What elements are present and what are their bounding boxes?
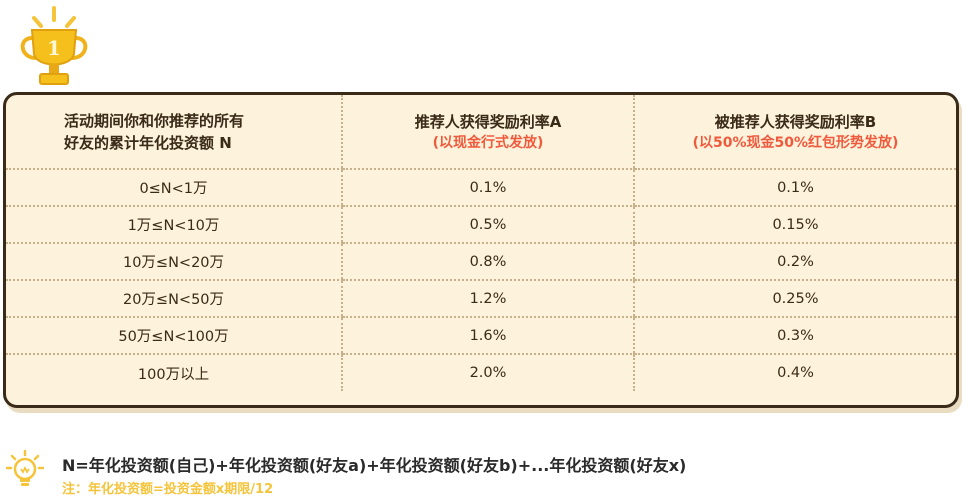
rate-a-cell: 2.0% <box>341 354 634 391</box>
table-row: 100万以上 2.0% 0.4% <box>6 354 956 391</box>
rate-b-cell: 0.15% <box>633 206 956 244</box>
range-cell: 100万以上 <box>137 366 210 383</box>
table-header-row: 活动期间你和你推荐的所有 好友的累计年化投资额 N 推荐人获得奖励利率A (以现… <box>6 95 956 170</box>
trophy-number: 1 <box>47 36 61 60</box>
formula-text: N=年化投资额(自己)+年化投资额(好友a)+年化投资额(好友b)+...年化投… <box>62 456 687 475</box>
header-investment-amount: 活动期间你和你推荐的所有 好友的累计年化投资额 N <box>6 95 342 170</box>
table-row: 10万≤N<20万 0.8% 0.2% <box>6 243 956 281</box>
rate-a-cell: 0.5% <box>341 206 634 244</box>
rate-b-cell: 0.4% <box>633 354 956 391</box>
rate-a-cell: 0.8% <box>341 243 634 281</box>
range-cell: 20万≤N<50万 <box>6 280 342 318</box>
range-cell: 1万≤N<10万 <box>6 206 342 244</box>
table-row: 0≤N<1万 0.1% 0.1% <box>6 169 956 207</box>
table-row: 50万≤N<100万 1.6% 0.3% <box>6 317 956 355</box>
reward-rate-table: 活动期间你和你推荐的所有 好友的累计年化投资额 N 推荐人获得奖励利率A (以现… <box>6 95 956 391</box>
rate-b-cell: 0.2% <box>633 243 956 281</box>
rate-a-cell: 0.1% <box>341 169 634 207</box>
rate-a-cell: 1.2% <box>341 280 634 318</box>
rate-b-cell: 0.25% <box>633 280 956 318</box>
range-cell: 50万≤N<100万 <box>6 317 342 355</box>
rate-b-cell: 0.1% <box>633 169 956 207</box>
reward-rate-table-card: 活动期间你和你推荐的所有 好友的累计年化投资额 N 推荐人获得奖励利率A (以现… <box>3 92 959 408</box>
header-referee-rate: 被推荐人获得奖励利率B (以50%现金50%红包形势发放) <box>633 95 956 170</box>
header-referrer-rate: 推荐人获得奖励利率A (以现金行式发放) <box>341 95 634 170</box>
trophy-icon: 1 <box>20 6 88 85</box>
table-row: 1万≤N<10万 0.5% 0.15% <box>6 206 956 244</box>
formula-note: 注：年化投资额=投资金额x期限/12 <box>62 482 274 497</box>
lightbulb-icon <box>6 450 44 486</box>
table-row: 20万≤N<50万 1.2% 0.25% <box>6 280 956 318</box>
rate-b-cell: 0.3% <box>633 317 956 355</box>
range-cell: 0≤N<1万 <box>6 169 342 207</box>
rate-a-cell: 1.6% <box>341 317 634 355</box>
range-cell: 10万≤N<20万 <box>6 243 342 281</box>
